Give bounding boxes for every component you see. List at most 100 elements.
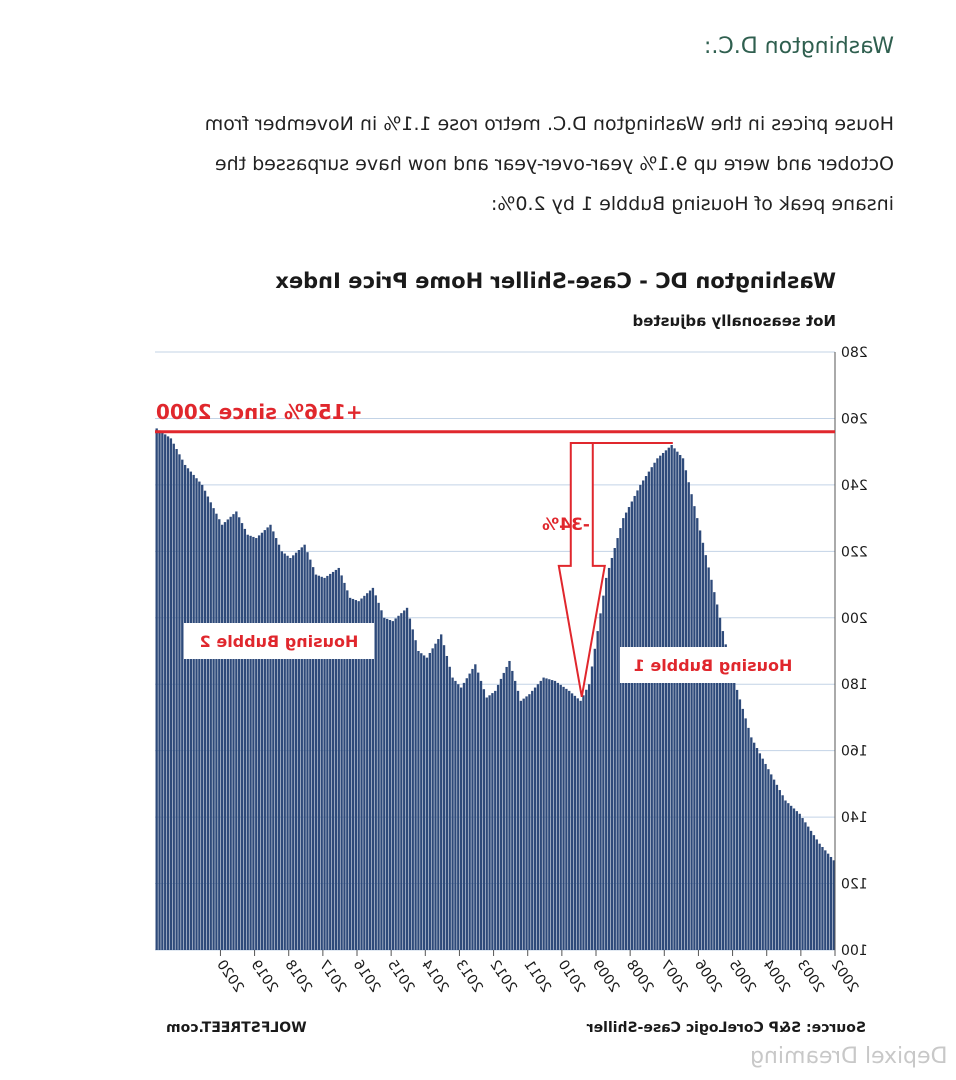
x-tick-label: 2014 (418, 957, 452, 995)
index-bar (169, 438, 173, 950)
index-bar (579, 700, 582, 950)
index-bar (511, 670, 514, 950)
index-bar (434, 643, 437, 950)
index-bar (642, 480, 645, 950)
index-bar (320, 576, 323, 950)
index-bar (326, 575, 329, 950)
index-bar (664, 450, 668, 950)
index-bar (482, 689, 486, 950)
index-bar (459, 687, 463, 950)
index-bar (183, 464, 187, 950)
index-bar (770, 774, 773, 950)
index-bar (750, 737, 753, 950)
index-bar (818, 843, 821, 950)
index-bar (761, 758, 764, 950)
index-bar (243, 528, 247, 950)
index-bar (613, 548, 616, 950)
index-bar (323, 577, 326, 950)
index-bar (201, 484, 204, 950)
x-tick-label: 2002 (828, 957, 862, 995)
index-bar (164, 434, 167, 950)
index-bar (716, 604, 719, 950)
index-bar (562, 686, 565, 950)
index-bar (696, 518, 699, 950)
index-bar (607, 567, 611, 950)
chart-source: Source: S&P CoreLogic Case-Shiller (587, 1020, 866, 1036)
index-bar (514, 680, 517, 950)
index-bar (357, 601, 360, 950)
x-tick-label: 2015 (384, 957, 418, 995)
index-bar (195, 478, 198, 950)
index-bar (522, 698, 525, 950)
y-tick-label: 180 (841, 677, 868, 693)
index-bar (232, 514, 235, 950)
y-tick-label: 280 (841, 345, 868, 361)
index-bar (687, 482, 690, 950)
index-bar (781, 795, 784, 950)
index-bar (656, 458, 659, 950)
x-tick-label: 2013 (452, 957, 486, 995)
x-tick-label: 2012 (486, 957, 520, 995)
index-bar (468, 673, 471, 950)
index-bar (277, 544, 281, 950)
index-bar (408, 618, 412, 950)
index-bar (596, 631, 599, 950)
index-bar (758, 753, 762, 950)
index-bar (454, 680, 457, 950)
index-bar (559, 684, 562, 950)
index-bar (198, 481, 201, 950)
index-bar (474, 664, 477, 950)
index-bar (698, 530, 702, 950)
index-bar (380, 610, 383, 950)
index-bar (186, 468, 190, 950)
index-bar (385, 618, 389, 950)
index-bar (411, 629, 414, 950)
index-bar (437, 639, 440, 950)
y-tick-label: 260 (841, 411, 868, 427)
index-bar (792, 808, 796, 950)
index-bar (815, 839, 818, 950)
index-bar (181, 459, 184, 950)
index-bar (240, 523, 244, 950)
index-bar (366, 593, 369, 950)
x-tick-label: 2018 (281, 957, 315, 995)
index-bar (639, 484, 642, 950)
index-bar (647, 471, 651, 950)
index-bar (477, 672, 480, 950)
index-bar (488, 695, 491, 950)
index-bar (292, 555, 295, 950)
drop-arrow (557, 442, 606, 698)
index-bar (502, 672, 505, 950)
x-tick-label: 2020 (213, 957, 247, 995)
index-bar (525, 696, 528, 950)
index-bar (354, 600, 358, 950)
index-bar (172, 443, 175, 950)
label-housing-bubble-1-text: Housing Bubble 1 (634, 656, 793, 675)
index-bar (747, 727, 750, 950)
index-bar (812, 835, 816, 950)
index-bar (431, 648, 434, 950)
index-bar (368, 590, 372, 950)
index-bar (713, 592, 716, 950)
index-bar (681, 458, 685, 950)
index-bar (448, 666, 451, 950)
index-bar (189, 471, 192, 950)
index-bar (465, 678, 468, 950)
index-bar (519, 700, 523, 950)
index-bar (718, 617, 722, 950)
index-bar (306, 552, 309, 950)
index-bar (531, 690, 534, 950)
index-bar (226, 519, 229, 950)
chart-brand: WOLFSTREET.com (166, 1020, 307, 1036)
index-bar (317, 575, 321, 950)
index-bar (329, 573, 332, 950)
index-bar (661, 452, 665, 950)
index-bar (422, 655, 426, 950)
watermark: Depixel Dreaming (750, 1044, 948, 1069)
index-bar (508, 660, 511, 950)
index-bar (451, 677, 454, 950)
index-bar (440, 634, 443, 950)
index-bar (303, 544, 306, 950)
index-bar (334, 569, 338, 950)
